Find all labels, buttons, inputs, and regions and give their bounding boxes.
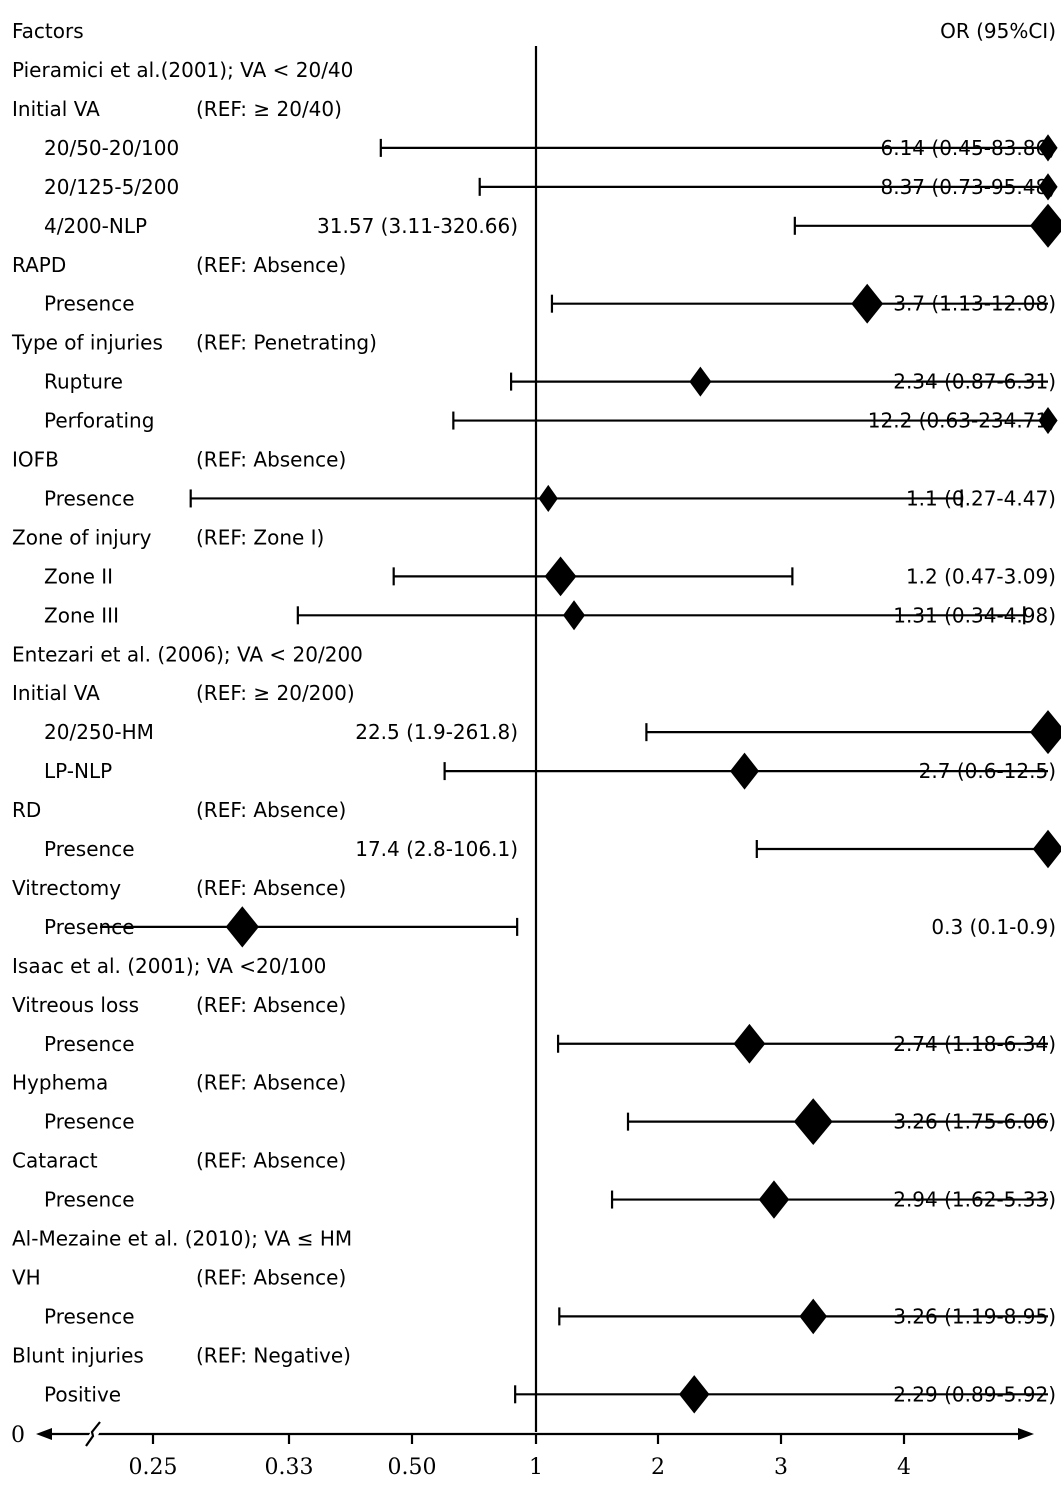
point-estimate (730, 752, 760, 790)
axis-arrow-right (1018, 1428, 1034, 1440)
level-label: LP-NLP (44, 759, 112, 783)
level-label: Zone II (44, 564, 113, 588)
estimate-label: 2.94 (1.62-5.33) (893, 1188, 1056, 1212)
level-label: Presence (44, 292, 135, 316)
estimate-label: 1.2 (0.47-3.09) (906, 564, 1056, 588)
level-label: Perforating (44, 409, 154, 433)
factor-label: Blunt injuries (12, 1343, 144, 1367)
reference-category: (REF: Absence) (196, 448, 346, 472)
point-estimate (544, 556, 577, 597)
factor-label: Initial VA (12, 97, 100, 121)
level-label: Presence (44, 1188, 135, 1212)
level-label: Zone III (44, 603, 119, 627)
study-label: Isaac et al. (2001); VA <20/100 (12, 954, 326, 978)
estimate-label: 2.29 (0.89-5.92) (893, 1382, 1056, 1406)
point-estimate (1032, 829, 1061, 869)
factor-label: VH (12, 1265, 41, 1289)
factor-label: Cataract (12, 1149, 98, 1173)
reference-category: (REF: Penetrating) (196, 331, 377, 355)
estimate-label: 12.2 (0.63-234.71) (868, 409, 1056, 433)
reference-category: (REF: ≥ 20/200) (196, 681, 355, 705)
level-label: Presence (44, 837, 135, 861)
x-tick-label: 0.25 (129, 1455, 178, 1480)
estimate-label: 22.5 (1.9-261.8) (355, 720, 518, 744)
estimate-label: 1.1 (0.27-4.47) (906, 486, 1056, 510)
estimate-label: 0.3 (0.1-0.9) (931, 915, 1056, 939)
axis-break (85, 1421, 101, 1447)
estimate-label: 2.74 (1.18-6.34) (893, 1032, 1056, 1056)
point-estimate (1038, 406, 1058, 435)
level-label: 20/125-5/200 (44, 175, 179, 199)
reference-category: (REF: Absence) (196, 1265, 346, 1289)
factor-label: RD (12, 798, 41, 822)
reference-category: (REF: Absence) (196, 1071, 346, 1095)
x-tick-label: 0.33 (265, 1455, 314, 1480)
level-label: 4/200-NLP (44, 214, 147, 238)
level-label: Rupture (44, 370, 123, 394)
x-tick-label: 1 (529, 1455, 543, 1480)
estimate-label: 31.57 (3.11-320.66) (317, 214, 518, 238)
factor-label: IOFB (12, 448, 59, 472)
study-label: Entezari et al. (2006); VA < 20/200 (12, 642, 363, 666)
axis-origin-label: 0 (11, 1423, 25, 1448)
level-label: Positive (44, 1382, 121, 1406)
estimate-label: 3.26 (1.75-6.06) (893, 1110, 1056, 1134)
factor-label: RAPD (12, 253, 66, 277)
reference-category: (REF: Negative) (196, 1343, 351, 1367)
estimate-label: 1.31 (0.34-4.98) (893, 603, 1056, 627)
study-label: Pieramici et al.(2001); VA < 20/40 (12, 58, 353, 82)
reference-category: (REF: Absence) (196, 993, 346, 1017)
estimate-label: 2.34 (0.87-6.31) (893, 370, 1056, 394)
estimate-label: 8.37 (0.73-95.48) (881, 175, 1057, 199)
point-estimate (1030, 203, 1061, 248)
header-factors: Factors (12, 19, 84, 43)
point-estimate (1038, 173, 1058, 201)
level-label: Presence (44, 486, 135, 510)
factor-label: Vitreous loss (12, 993, 139, 1017)
point-estimate (225, 906, 259, 948)
point-estimate (758, 1180, 790, 1219)
reference-category: (REF: Absence) (196, 798, 346, 822)
level-label: Presence (44, 1032, 135, 1056)
point-estimate (538, 484, 558, 513)
factor-label: Type of injuries (11, 331, 163, 355)
reference-category: (REF: Absence) (196, 253, 346, 277)
rows: Pieramici et al.(2001); VA < 20/40 Initia… (11, 58, 1061, 1414)
estimate-label: 3.26 (1.19-8.95) (893, 1304, 1056, 1328)
x-axis: 0 0.25 0.33 0.50 1 2 3 4 (11, 46, 1034, 1480)
point-estimate (733, 1023, 766, 1064)
factor-label: Initial VA (12, 681, 100, 705)
estimate-label: 3.7 (1.13-12.08) (893, 292, 1056, 316)
point-estimate (679, 1375, 710, 1414)
level-label: 20/50-20/100 (44, 136, 179, 160)
level-label: 20/250-HM (44, 720, 154, 744)
estimate-label: 6.14 (0.45-83.86) (881, 136, 1057, 160)
point-estimate (793, 1098, 833, 1146)
point-estimate (1038, 134, 1058, 162)
point-estimate (563, 600, 586, 631)
x-tick-label: 2 (651, 1455, 665, 1480)
estimate-label: 2.7 (0.6-12.5) (919, 759, 1056, 783)
study-label: Al-Mezaine et al. (2010); VA ≤ HM (12, 1227, 352, 1251)
x-tick-label: 3 (774, 1455, 788, 1480)
x-tick-label: 4 (897, 1455, 911, 1480)
header-or-ci: OR (95%CI) (940, 19, 1056, 43)
reference-category: (REF: ≥ 20/40) (196, 97, 342, 121)
level-label: Presence (44, 1304, 135, 1328)
point-estimate (799, 1298, 828, 1335)
factor-label: Vitrectomy (12, 876, 121, 900)
x-tick-label: 0.50 (388, 1455, 437, 1480)
factor-label: Hyphema (12, 1071, 108, 1095)
point-estimate (689, 366, 712, 397)
estimate-label: 17.4 (2.8-106.1) (355, 837, 518, 861)
factor-label: Zone of injury (12, 525, 152, 549)
reference-category: (REF: Absence) (196, 876, 346, 900)
point-estimate (851, 283, 884, 324)
reference-category: (REF: Zone I) (196, 525, 324, 549)
reference-category: (REF: Absence) (196, 1149, 346, 1173)
axis-arrow-left (36, 1428, 52, 1440)
point-estimate (1030, 710, 1061, 755)
level-label: Presence (44, 1110, 135, 1134)
